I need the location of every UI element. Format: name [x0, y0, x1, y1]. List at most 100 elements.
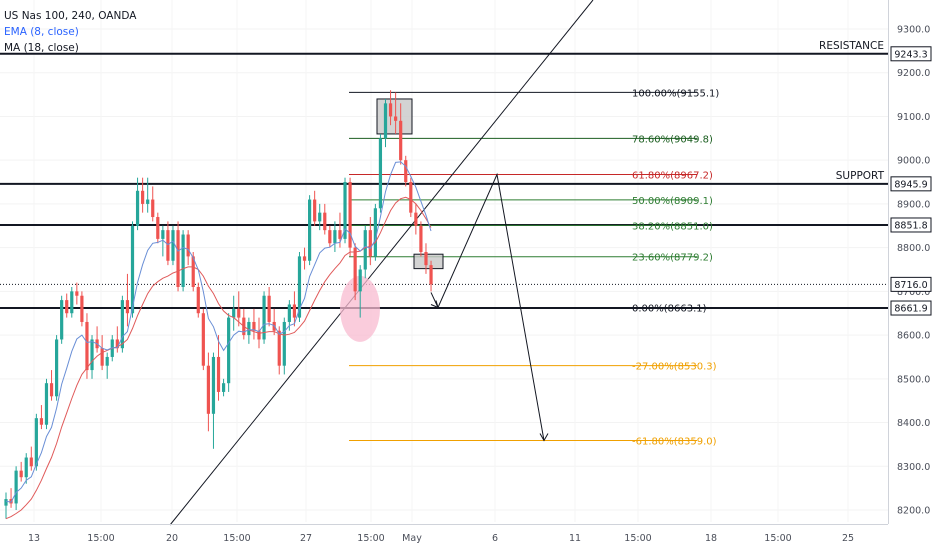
price-label-3: 8716.0 [894, 280, 927, 291]
chart-legend: US Nas 100, 240, OANDA EMA (8, close) MA… [4, 8, 136, 56]
candle [302, 256, 307, 261]
symbol-title[interactable]: US Nas 100, 240, OANDA [4, 10, 137, 22]
price-axis-bg [888, 0, 932, 550]
time-tick-label-8: 11 [569, 533, 581, 544]
candle [105, 356, 109, 366]
fib-label-1: 78.60%(9049.8) [632, 134, 713, 145]
candle [75, 291, 79, 296]
price-tick-label-9: 9100.0 [897, 112, 930, 123]
bounce-arrow-head [430, 300, 439, 309]
candle [394, 116, 398, 121]
candle [85, 321, 89, 371]
grid [0, 28, 888, 511]
candle [65, 300, 69, 314]
candle [378, 138, 383, 209]
time-axis[interactable]: 13 15:00 20 15:00 27 15:00 May 6 11 15:00 18 15:00 2… [0, 524, 888, 545]
candle [39, 418, 44, 425]
candle [19, 470, 23, 478]
candle [151, 199, 155, 218]
ema-indicator-label[interactable]: EMA (8, close) [4, 26, 79, 38]
indicator-lines [5, 161, 432, 520]
candle [29, 457, 33, 467]
fib-label-5: 23.60%(8779.2) [632, 253, 713, 264]
candle [237, 308, 241, 318]
time-tick-label-11: 15:00 [764, 533, 791, 544]
trendline [169, 0, 594, 526]
price-tick-label-1: 8300.0 [897, 462, 930, 473]
time-tick-label-5: 15:00 [357, 533, 384, 544]
fib-label-7: -27.00%(8530.3) [632, 362, 717, 373]
fib-label-0: 100.00%(9155.1) [632, 88, 719, 99]
time-tick-label-12: 25 [842, 533, 854, 544]
candle [14, 470, 18, 504]
candle [343, 182, 347, 239]
candle [358, 269, 362, 292]
price-tick-label-5: 8700.0 [897, 287, 930, 298]
price-tick-label-10: 9200.0 [897, 68, 930, 79]
candles [4, 90, 433, 519]
candle [60, 300, 64, 340]
candle [424, 252, 428, 266]
ma-indicator-label[interactable]: MA (18, close) [4, 42, 79, 54]
candle [333, 230, 337, 244]
candle [166, 230, 170, 261]
pullback-box [413, 253, 444, 270]
projection-line [430, 172, 545, 441]
level-label-1: SUPPORT [836, 170, 885, 182]
price-tick-label-7: 8900.0 [897, 199, 930, 210]
candle [429, 265, 433, 285]
candle [252, 321, 256, 331]
price-label-box-1 [890, 176, 932, 192]
ema-line [5, 161, 432, 503]
annotations [169, 0, 594, 526]
candle [383, 103, 388, 139]
time-tick-label-4: 27 [300, 533, 312, 544]
candle [257, 330, 261, 340]
candle [80, 295, 84, 322]
candle [161, 230, 165, 239]
candle [247, 321, 251, 336]
candle [115, 339, 119, 349]
candle [292, 304, 297, 318]
price-label-box-0 [890, 46, 932, 62]
price-tick-label-3: 8500.0 [897, 374, 930, 385]
price-tick-label-8: 9000.0 [897, 156, 930, 167]
candle [328, 230, 332, 244]
candle [24, 457, 28, 478]
fib-label-8: -61.80%(8359.0) [632, 436, 717, 447]
candle [44, 383, 49, 425]
candle [216, 356, 221, 392]
candle [135, 190, 140, 226]
candle [353, 247, 357, 292]
candle [313, 199, 317, 222]
price-label-box-4 [890, 300, 932, 316]
candle [363, 230, 367, 270]
candle [100, 348, 104, 366]
candle [130, 225, 135, 314]
price-label-box-3 [890, 276, 932, 292]
price-axis[interactable]: 8200.0 8300.0 8400.0 8500.0 8600.0 8700.0 8800… [888, 0, 932, 550]
candle [141, 190, 145, 204]
candle [262, 295, 266, 340]
price-tick-label-6: 8800.0 [897, 243, 930, 254]
candle [282, 321, 286, 366]
candle [186, 234, 190, 257]
candle [49, 383, 54, 397]
candle [338, 230, 342, 239]
candle [4, 499, 8, 506]
price-tick-label-0: 8200.0 [897, 506, 930, 517]
candle [404, 160, 408, 183]
candle [297, 256, 302, 318]
projection-arrow-head [539, 433, 549, 442]
fib-label-3: 50.00%(8909.1) [632, 196, 713, 207]
projection-path [430, 172, 549, 442]
price-tick-label-11: 9300.0 [897, 25, 930, 36]
time-tick-label-0: 13 [28, 533, 40, 544]
candle [348, 182, 352, 248]
candle [308, 199, 312, 261]
candle [318, 212, 322, 222]
candle [125, 300, 130, 314]
fib-label-6: 0.00%(8663.1) [632, 303, 707, 314]
